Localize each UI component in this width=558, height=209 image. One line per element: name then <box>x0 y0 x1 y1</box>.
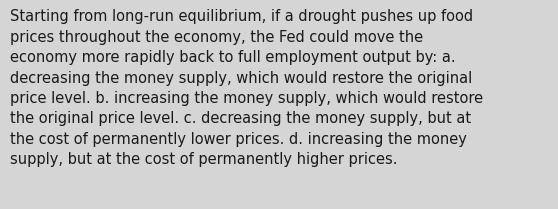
Text: Starting from long-run equilibrium, if a drought pushes up food
prices throughou: Starting from long-run equilibrium, if a… <box>10 9 483 167</box>
